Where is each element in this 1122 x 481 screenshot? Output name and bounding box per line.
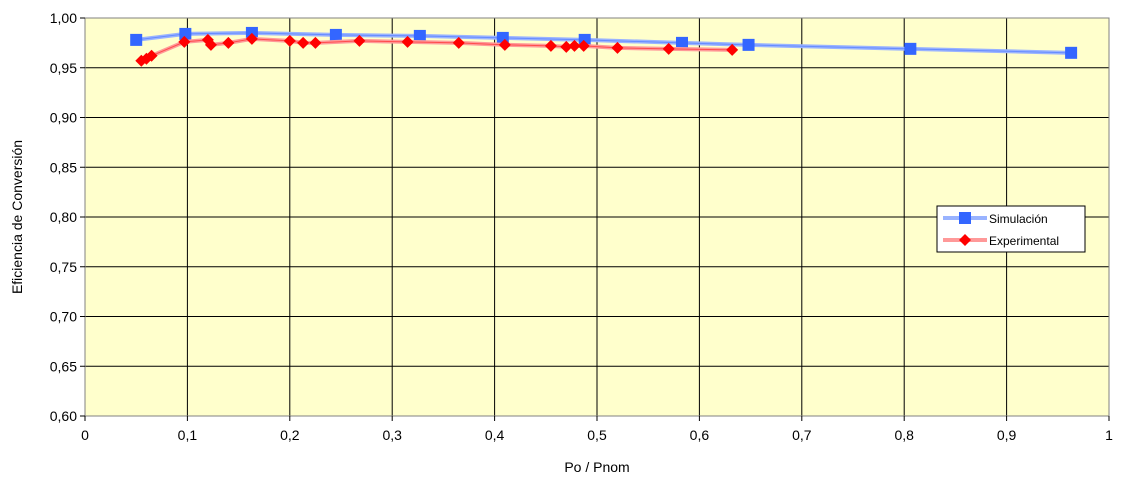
data-point xyxy=(245,32,258,45)
x-tick-label: 0,5 xyxy=(587,427,607,443)
x-tick-label: 0,6 xyxy=(690,427,710,443)
data-point xyxy=(1065,46,1078,59)
x-tick-label: 0,7 xyxy=(792,427,812,443)
data-point xyxy=(611,41,624,54)
data-point xyxy=(662,42,675,55)
data-point xyxy=(297,36,310,49)
y-tick-label: 0,70 xyxy=(50,309,77,325)
x-tick-label: 0,1 xyxy=(178,427,198,443)
y-tick-label: 0,95 xyxy=(50,60,77,76)
legend-label: Experimental xyxy=(989,234,1059,248)
y-axis-title: Eficiencia de Conversión xyxy=(9,140,25,294)
data-point xyxy=(283,34,296,47)
data-point xyxy=(413,29,426,42)
x-axis: 0 0,1 0,2 0,3 0,4 0,5 0,6 0,7 0,8 0,9 1 xyxy=(81,416,1113,443)
data-point xyxy=(222,36,235,49)
y-tick-label: 0,75 xyxy=(50,259,77,275)
y-tick-label: 0,65 xyxy=(50,358,77,374)
data-point xyxy=(498,38,511,51)
data-point xyxy=(568,39,581,52)
y-tick-label: 1,00 xyxy=(50,10,77,26)
data-point xyxy=(179,27,192,40)
legend-label: Simulación xyxy=(989,212,1048,226)
y-tick-label: 0,60 xyxy=(50,408,77,424)
legend: Simulación Experimental xyxy=(936,205,1086,253)
x-tick-label: 0,8 xyxy=(894,427,914,443)
data-point xyxy=(130,33,143,46)
y-tick-label: 0,80 xyxy=(50,209,77,225)
data-point xyxy=(560,40,573,53)
legend-swatch-marker xyxy=(959,234,971,246)
series-experimental xyxy=(135,32,739,67)
data-point xyxy=(675,36,688,49)
series-simulacion xyxy=(130,26,1078,59)
data-point xyxy=(726,43,739,56)
data-point xyxy=(452,36,465,49)
y-tick-label: 0,85 xyxy=(50,159,77,175)
data-point xyxy=(178,35,191,48)
x-axis-title: Po / Pnom xyxy=(564,459,629,475)
data-point xyxy=(145,49,158,62)
data-point xyxy=(309,36,322,49)
x-tick-label: 0 xyxy=(81,427,89,443)
x-tick-label: 0,2 xyxy=(280,427,300,443)
data-point xyxy=(904,42,917,55)
series-layer xyxy=(130,26,1078,67)
legend-swatch-marker xyxy=(959,212,971,224)
y-axis: 0,60 0,65 0,70 0,75 0,80 0,85 0,90 0,95 1,00 xyxy=(50,10,85,424)
y-tick-label: 0,90 xyxy=(50,110,77,126)
data-point xyxy=(742,38,755,51)
x-tick-label: 1 xyxy=(1105,427,1113,443)
x-tick-label: 0,3 xyxy=(382,427,402,443)
data-point xyxy=(577,39,590,52)
data-point xyxy=(329,28,342,41)
x-tick-label: 0,9 xyxy=(997,427,1017,443)
data-point xyxy=(401,35,414,48)
data-point xyxy=(204,38,217,51)
data-point xyxy=(544,39,557,52)
x-tick-label: 0,4 xyxy=(485,427,505,443)
data-point xyxy=(353,34,366,47)
